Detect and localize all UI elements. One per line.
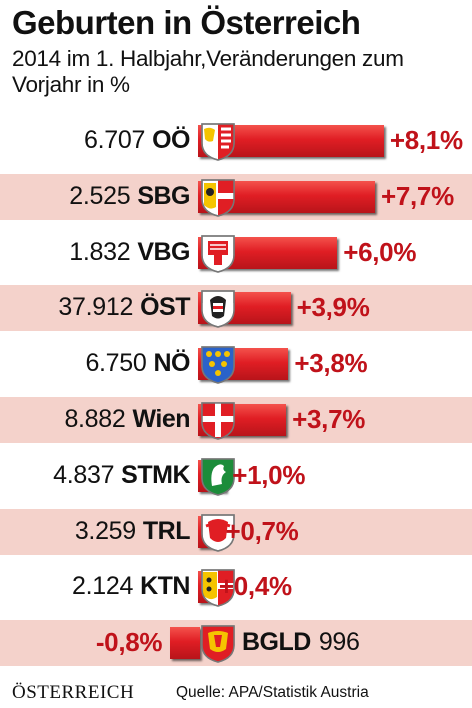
source-note: Quelle: APA/Statistik Austria <box>176 684 369 701</box>
births-value: 2.525 <box>69 181 131 210</box>
births-value: 2.124 <box>72 572 134 601</box>
data-label: +3,7% <box>292 404 366 434</box>
brand-logo: ÖSTERREICH <box>12 682 135 703</box>
births-value: 996 <box>318 628 360 657</box>
state-label: VBG <box>137 237 190 266</box>
births-value: 1.832 <box>69 237 131 266</box>
vorarlberg-crest-icon <box>200 233 236 273</box>
state-label: STMK <box>121 460 190 489</box>
chart-row: KTN 2.124 +0,4% <box>0 564 472 610</box>
data-label: +3,9% <box>296 292 370 323</box>
chart-row: Wien 8.882 +3,7% <box>0 397 472 443</box>
footer: ÖSTERREICH Quelle: APA/Statistik Austria <box>12 682 472 704</box>
births-value: 37.912 <box>58 293 134 322</box>
chart-row: OÖ 6.707 +8,1% <box>0 118 472 164</box>
chart-row: ÖST 37.912 +3,9% <box>0 285 472 332</box>
tirol-crest-icon <box>200 512 236 552</box>
data-label: +1,0% <box>232 459 306 490</box>
births-value: 3.259 <box>74 516 136 545</box>
births-value: 6.707 <box>84 126 146 154</box>
data-label: +6,0% <box>343 236 417 267</box>
births-value: 8.882 <box>64 405 126 433</box>
oberoesterreich-crest-icon <box>200 121 236 161</box>
data-label: +0,4% <box>218 571 292 602</box>
niederoesterreich-crest-icon <box>200 344 236 384</box>
chart-row: STMK 4.837 +1,0% <box>0 453 472 499</box>
bar-chart: OÖ 6.707 +8,1% SBG 2.525 +7,7% VBG 1.832 +6,0% ÖS… <box>0 118 472 676</box>
chart-title: Geburten in Österreich <box>12 4 361 41</box>
state-label: ÖST <box>140 293 190 322</box>
bar <box>170 627 200 660</box>
burgenland-crest-icon <box>200 623 236 663</box>
data-label: -0,8% <box>95 627 163 658</box>
chart-subtitle: 2014 im 1. Halbjahr,Veränderungen zum Vo… <box>12 46 404 97</box>
data-label: +7,7% <box>380 180 454 211</box>
data-label: +8,1% <box>389 125 463 155</box>
chart-row: NÖ 6.750 +3,8% <box>0 341 472 387</box>
state-label: NÖ <box>153 349 191 378</box>
chart-row: VBG 1.832 +6,0% <box>0 230 472 276</box>
data-label: +0,7% <box>225 515 299 546</box>
data-label: +3,8% <box>294 348 368 379</box>
births-value: 6.750 <box>85 349 147 378</box>
austria-crest-icon <box>200 288 236 329</box>
state-label: OÖ <box>152 126 190 154</box>
state-label: BGLD <box>242 628 311 657</box>
kaernten-crest-icon <box>200 567 236 608</box>
state-label: KTN <box>140 572 190 601</box>
chart-row: TRL 3.259 +0,7% <box>0 508 472 555</box>
steiermark-crest-icon <box>200 456 236 496</box>
state-label: TRL <box>142 516 191 545</box>
births-value: 4.837 <box>53 460 115 489</box>
chart-row: -0,8% BGLD 996 <box>0 620 472 667</box>
chart-row: SBG 2.525 +7,7% <box>0 173 472 220</box>
state-label: SBG <box>137 181 190 210</box>
salzburg-crest-icon <box>200 177 236 217</box>
state-label: Wien <box>132 405 191 433</box>
wien-crest-icon <box>200 400 236 440</box>
